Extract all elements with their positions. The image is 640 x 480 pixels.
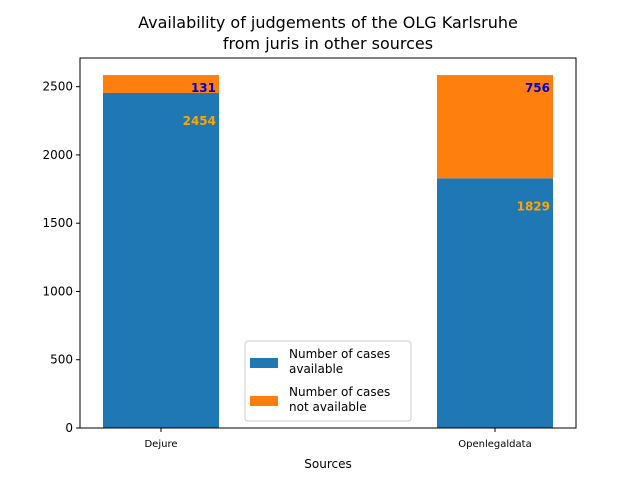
x-tick-label: Openlegaldata	[458, 439, 531, 450]
y-tick-label: 2000	[42, 148, 73, 162]
bar-dejure-series-1	[103, 75, 219, 93]
x-axis: Dejure Openlegaldata	[144, 428, 532, 450]
data-label-dejure-series-1: 131	[191, 81, 216, 95]
y-tick-label: 500	[50, 353, 73, 367]
y-tick-label: 0	[65, 421, 73, 435]
x-tick-label: Dejure	[144, 439, 177, 450]
bar-dejure-series-0	[103, 92, 219, 428]
data-label-openlegaldata-series-1: 756	[525, 81, 550, 95]
data-label-dejure-series-0: 2454	[183, 114, 216, 128]
bar-openlegaldata-series-1	[437, 75, 553, 179]
legend-swatch-series-0	[250, 358, 278, 368]
y-tick-label: 2500	[42, 80, 73, 94]
chart-title-line-2: from juris in other sources	[223, 34, 433, 53]
legend-label-series-0: Number of cases	[289, 347, 390, 361]
chart-title: Availability of judgements of the OLG Ka…	[138, 13, 518, 53]
bars-group	[103, 75, 553, 428]
bar-openlegaldata-series-0	[437, 178, 553, 428]
chart-title-line-1: Availability of judgements of the OLG Ka…	[138, 13, 518, 32]
x-axis-label: Sources	[304, 457, 351, 471]
y-tick-label: 1000	[42, 284, 73, 298]
legend-swatch-series-1	[250, 396, 278, 406]
data-labels-group: 2454 131 1829 756	[183, 81, 550, 213]
legend-box	[244, 340, 412, 422]
y-axis: 0 500 1000 1500 2000 2500	[42, 80, 80, 435]
data-label-openlegaldata-series-0: 1829	[517, 199, 550, 213]
legend-label-series-1: not available	[289, 400, 367, 414]
plot-frame	[79, 57, 577, 429]
legend-label-series-0: available	[289, 362, 343, 376]
y-tick-label: 1500	[42, 216, 73, 230]
legend-label-series-1: Number of cases	[289, 385, 390, 399]
